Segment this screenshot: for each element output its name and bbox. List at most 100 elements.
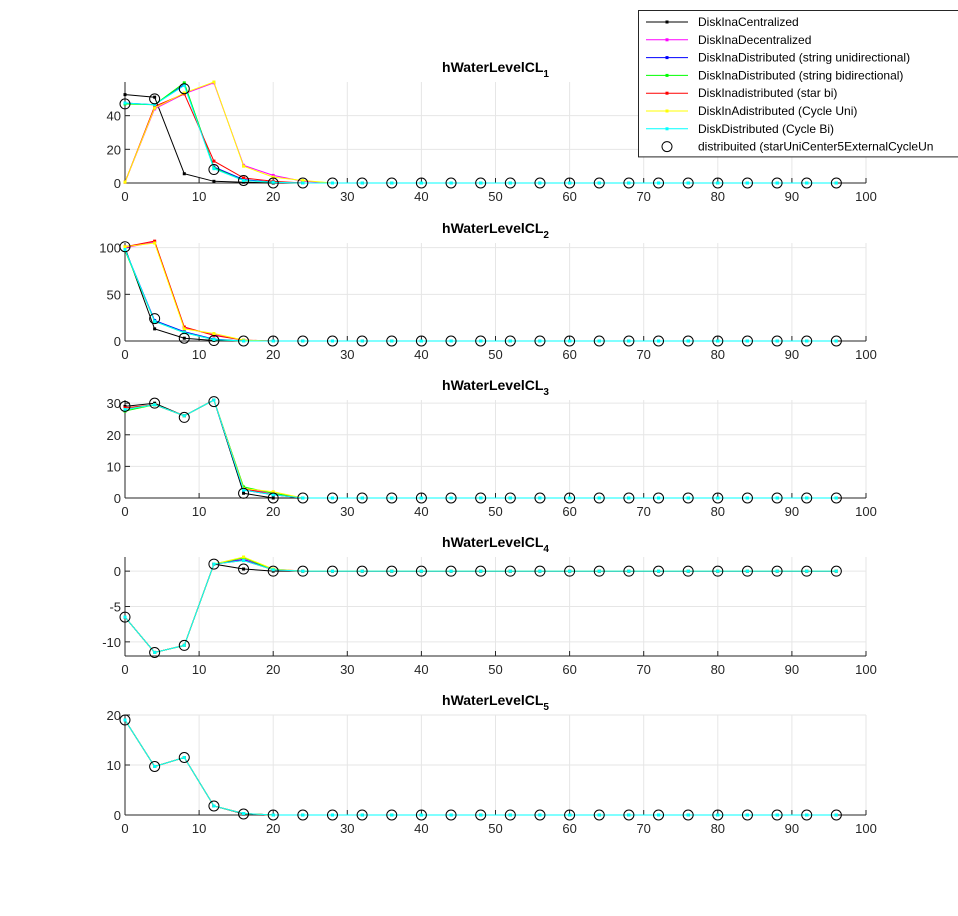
data-point-circle: [623, 177, 635, 189]
x-tick-label: 20: [266, 504, 280, 519]
series-line: [119, 558, 842, 658]
y-tick-label: 0: [114, 564, 121, 579]
data-point-circle: [653, 492, 665, 504]
data-point: [212, 159, 216, 163]
data-point-circle: [297, 492, 309, 504]
data-point-circle: [712, 809, 724, 821]
data-point: [449, 181, 453, 185]
data-point: [568, 339, 572, 343]
y-tick-label: 30: [107, 396, 121, 411]
x-tick-label: 30: [340, 821, 354, 836]
y-tick-label: 20: [107, 428, 121, 443]
x-tick-label: 50: [488, 189, 502, 204]
data-point: [834, 181, 838, 185]
data-point-circle: [593, 809, 605, 821]
data-point: [538, 813, 542, 817]
x-tick-label: 10: [192, 662, 206, 677]
data-point: [242, 812, 246, 815]
data-point-circle: [267, 492, 279, 504]
data-point-circle: [475, 809, 487, 821]
legend-marker: [665, 127, 669, 131]
data-point-circle: [623, 492, 635, 504]
data-point: [330, 496, 334, 500]
data-point: [745, 569, 749, 573]
data-point-circle: [178, 752, 190, 763]
data-point-circle: [208, 800, 220, 812]
data-point: [716, 813, 720, 817]
data-point-circle: [771, 177, 783, 189]
legend-label: DiskInadistributed (star bi): [698, 86, 837, 100]
data-point-circle: [208, 558, 220, 570]
series-line: [119, 714, 842, 821]
data-point: [508, 569, 512, 573]
legend-entry: DiskInaCentralized: [646, 15, 799, 29]
data-point-circle: [356, 335, 368, 347]
data-point: [449, 496, 453, 500]
series-path: [124, 399, 837, 499]
data-point: [182, 331, 186, 335]
series-line: [123, 240, 838, 343]
data-point: [686, 813, 690, 817]
data-point: [538, 181, 542, 185]
data-point: [212, 332, 216, 336]
x-tick-label: 50: [488, 347, 502, 362]
series-line: [119, 83, 842, 189]
data-point-circle: [564, 492, 576, 504]
x-tick-label: 0: [121, 821, 128, 836]
legend-label: distribuited (starUniCenter5ExternalCycl…: [698, 140, 933, 154]
series-path: [124, 242, 837, 342]
data-point-circle: [475, 177, 487, 189]
data-point-circle: [356, 492, 368, 504]
data-point: [153, 327, 157, 331]
data-point: [301, 181, 305, 185]
data-point-circle: [386, 177, 398, 189]
data-point-circle: [771, 492, 783, 504]
data-point: [360, 813, 364, 817]
data-point-circle: [238, 487, 250, 499]
data-point-circle: [119, 98, 131, 110]
y-tick-label: 10: [107, 459, 121, 474]
data-point: [805, 339, 809, 343]
data-point-circle: [178, 411, 190, 423]
subplot-title: hWaterLevelCL4: [442, 534, 549, 555]
data-point: [360, 569, 364, 573]
data-point: [508, 813, 512, 817]
x-tick-label: 70: [636, 347, 650, 362]
data-point: [330, 569, 334, 573]
data-point: [301, 813, 305, 817]
data-point-circle: [682, 492, 694, 504]
data-point: [597, 339, 601, 343]
data-point: [301, 178, 305, 182]
subplot-4: 0 10 20 30 40 50 60 70 80 90 100 -10 -5 0 hWaterLevelC…: [102, 534, 877, 677]
data-point: [419, 339, 423, 343]
data-point-circle: [238, 174, 250, 186]
data-point: [508, 339, 512, 343]
series-path: [124, 399, 837, 499]
legend-entry: DiskInaDistributed (string unidirectiona…: [646, 51, 910, 65]
series-path: [124, 249, 837, 342]
x-tick-label: 100: [855, 189, 877, 204]
data-point-circle: [504, 177, 516, 189]
data-point-circle: [297, 177, 309, 189]
data-point-circle: [297, 335, 309, 347]
data-point: [508, 181, 512, 185]
data-point: [360, 339, 364, 343]
x-tick-label: 60: [562, 504, 576, 519]
legend-marker: [665, 38, 669, 42]
data-point: [301, 496, 305, 500]
data-point-circle: [712, 177, 724, 189]
data-point-circle: [623, 565, 635, 577]
data-point: [419, 813, 423, 817]
series-line: [123, 398, 838, 500]
legend-marker: [665, 56, 669, 60]
data-point: [182, 643, 186, 647]
data-point: [182, 336, 186, 340]
data-point-circle: [445, 177, 457, 189]
legend-entry: distribuited (starUniCenter5ExternalCycl…: [661, 140, 933, 154]
x-tick-label: 40: [414, 662, 428, 677]
data-point: [657, 569, 661, 573]
data-point-circle: [415, 565, 427, 577]
data-point: [212, 338, 216, 342]
x-tick-label: 20: [266, 347, 280, 362]
data-point-circle: [415, 177, 427, 189]
